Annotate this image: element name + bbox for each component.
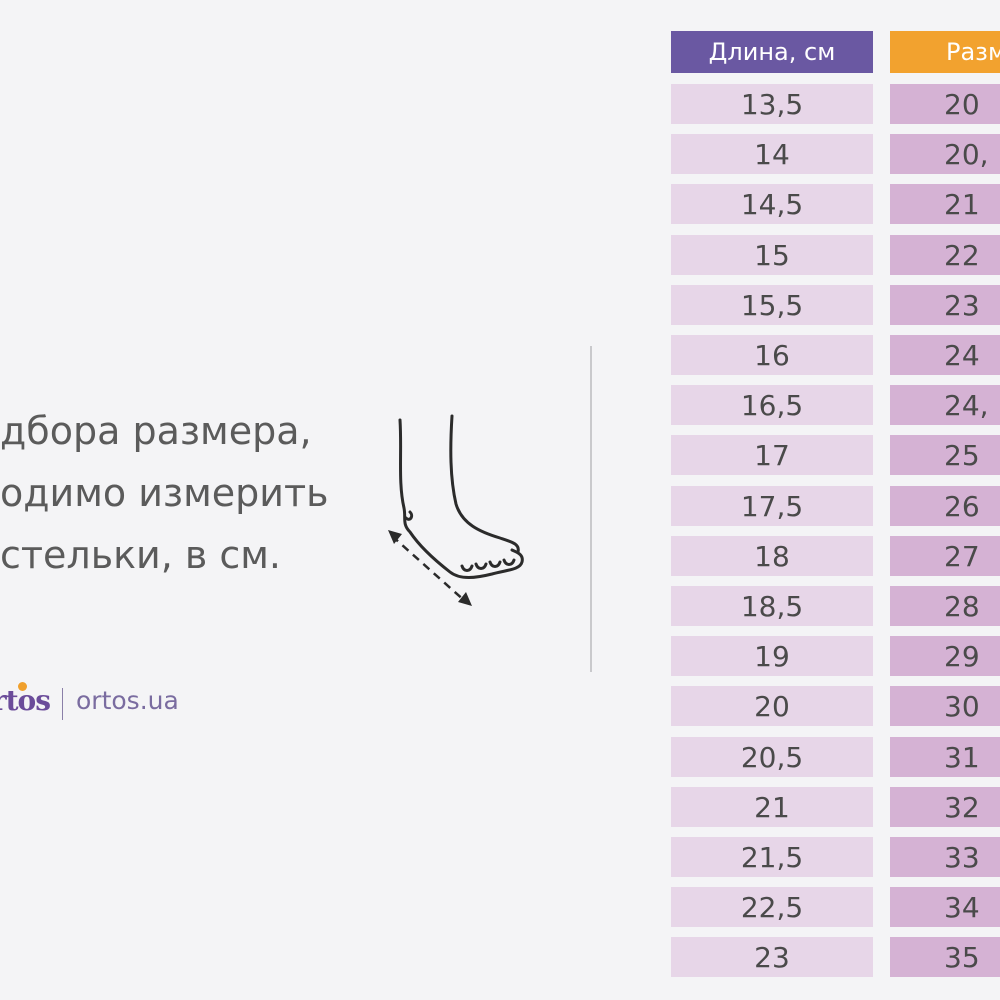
size-cell: 24 xyxy=(890,335,1000,375)
length-cell: 21,5 xyxy=(671,837,873,877)
brand-block: rtos ortos.ua xyxy=(0,680,260,728)
size-cell: 20, xyxy=(890,134,1000,175)
length-header: Длина, см xyxy=(671,31,873,73)
length-cell: 20 xyxy=(671,686,873,727)
instruction-line: одимо измерить xyxy=(0,471,329,515)
instruction-line: стельки, в см. xyxy=(0,533,282,577)
length-cell: 17 xyxy=(671,435,873,476)
table-row: 18,5 28 xyxy=(671,586,1000,626)
table-row: 17,5 26 xyxy=(671,485,1000,526)
size-cell: 35 xyxy=(890,937,1000,978)
length-cell: 14 xyxy=(671,134,873,175)
size-cell: 25 xyxy=(890,435,1000,476)
size-cell: 31 xyxy=(890,736,1000,777)
size-cell: 24, xyxy=(890,385,1000,426)
table-row: 18 27 xyxy=(671,535,1000,576)
length-cell: 16 xyxy=(671,335,873,375)
length-cell: 22,5 xyxy=(671,887,873,928)
size-cell: 20 xyxy=(890,84,1000,124)
length-cell: 15,5 xyxy=(671,284,873,325)
length-cell: 18,5 xyxy=(671,586,873,626)
logo-accent-dot xyxy=(18,682,27,691)
vertical-divider xyxy=(590,346,592,672)
logo-text: rtos xyxy=(0,684,51,717)
brand-url: ortos.ua xyxy=(76,686,179,715)
size-cell: 32 xyxy=(890,786,1000,827)
size-cell: 28 xyxy=(890,586,1000,626)
table-row: 17 25 xyxy=(671,435,1000,476)
instruction-text: дбора размера, одимо измерить стельки, в… xyxy=(0,400,380,586)
size-cell: 30 xyxy=(890,686,1000,727)
length-cell: 18 xyxy=(671,535,873,576)
table-row: 21 32 xyxy=(671,786,1000,827)
size-cell: 23 xyxy=(890,284,1000,325)
table-row: 15 22 xyxy=(671,234,1000,275)
size-header: Разм xyxy=(890,31,1000,73)
size-cell: 21 xyxy=(890,184,1000,225)
table-row: 16,5 24, xyxy=(671,385,1000,426)
table-row: 19 29 xyxy=(671,636,1000,677)
length-cell: 13,5 xyxy=(671,84,873,124)
length-cell: 15 xyxy=(671,234,873,275)
size-cell: 26 xyxy=(890,485,1000,526)
foot-measure-icon xyxy=(380,412,540,622)
table-row: 14 20, xyxy=(671,134,1000,175)
table-row: 20,5 31 xyxy=(671,736,1000,777)
table-row: 15,5 23 xyxy=(671,284,1000,325)
length-cell: 17,5 xyxy=(671,485,873,526)
length-cell: 23 xyxy=(671,937,873,978)
table-row: 16 24 xyxy=(671,335,1000,375)
table-row: 22,5 34 xyxy=(671,887,1000,928)
length-cell: 19 xyxy=(671,636,873,677)
table-row: 23 35 xyxy=(671,937,1000,978)
table-row: 20 30 xyxy=(671,686,1000,727)
table-row: 21,5 33 xyxy=(671,837,1000,877)
ortos-logo: rtos xyxy=(0,680,56,728)
size-cell: 22 xyxy=(890,234,1000,275)
size-cell: 33 xyxy=(890,837,1000,877)
length-cell: 16,5 xyxy=(671,385,873,426)
brand-separator xyxy=(62,688,63,720)
size-cell: 34 xyxy=(890,887,1000,928)
length-cell: 14,5 xyxy=(671,184,873,225)
length-cell: 21 xyxy=(671,786,873,827)
table-row: 14,5 21 xyxy=(671,184,1000,225)
length-cell: 20,5 xyxy=(671,736,873,777)
size-cell: 29 xyxy=(890,636,1000,677)
instruction-line: дбора размера, xyxy=(0,409,312,453)
size-cell: 27 xyxy=(890,535,1000,576)
table-row: 13,5 20 xyxy=(671,84,1000,124)
